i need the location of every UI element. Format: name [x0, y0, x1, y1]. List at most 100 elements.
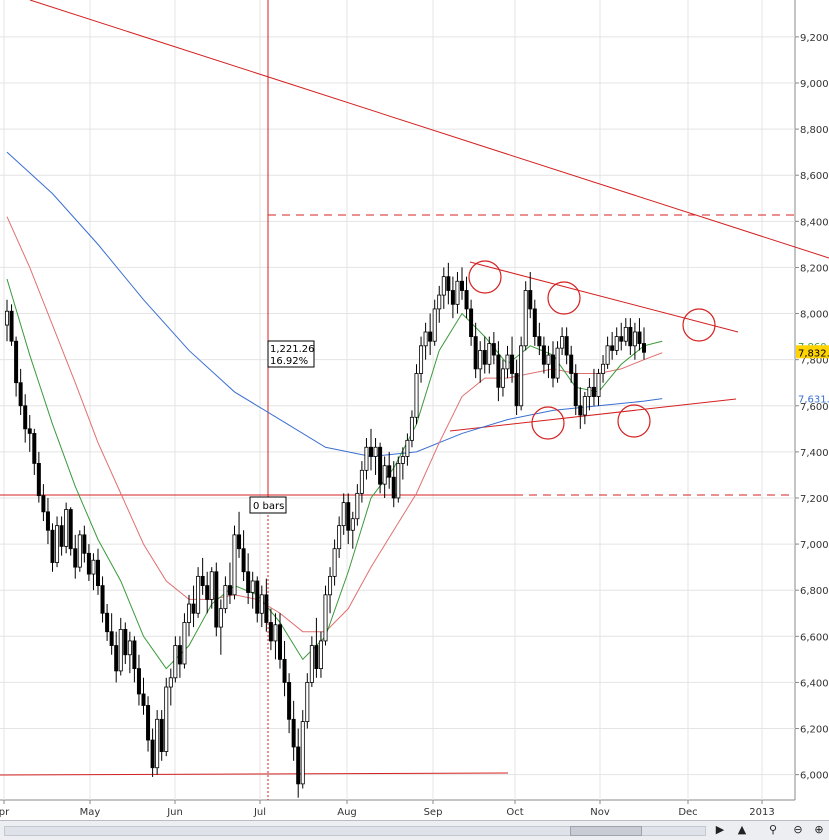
candle-body	[118, 628, 123, 672]
candle-body	[32, 433, 37, 464]
scrollbar-thumb[interactable]	[570, 826, 642, 836]
candle-body	[337, 525, 342, 550]
candle-body	[391, 476, 396, 499]
candle-body	[528, 290, 533, 310]
candle-body	[200, 575, 205, 586]
candle-body	[282, 658, 287, 683]
horizontal-scrollbar[interactable]	[4, 826, 706, 836]
candle-body	[50, 529, 55, 563]
candle-body	[464, 290, 469, 310]
moving-averages	[6, 151, 663, 670]
candle-body	[546, 354, 551, 365]
y-tick-label: 6,800	[800, 586, 829, 597]
candle-body	[132, 640, 137, 669]
y-tick-label: 7,600	[800, 402, 829, 413]
candle-body	[27, 428, 32, 434]
x-tick-label: Jun	[166, 807, 183, 818]
candle-body	[491, 343, 496, 356]
candle-body	[419, 345, 424, 374]
candle-body	[359, 469, 364, 494]
candle-body	[264, 594, 269, 623]
candle-body	[500, 368, 505, 388]
candle-body	[9, 310, 14, 342]
candle-body	[423, 331, 428, 347]
candle-body	[437, 294, 442, 310]
candle-body	[578, 405, 583, 416]
price-tag-bg	[796, 345, 829, 359]
candle-body	[350, 518, 355, 531]
y-tick-label: 6,400	[800, 678, 829, 689]
candle-body	[382, 465, 387, 485]
candle-body	[341, 502, 346, 527]
measure-box	[267, 340, 315, 368]
candle-body	[55, 525, 60, 563]
candle-body	[214, 571, 219, 628]
candle-body	[250, 580, 255, 593]
price-tags: 7,8607,832.7,631.	[796, 342, 829, 406]
highlight-circle	[531, 406, 565, 440]
scroll-right-icon[interactable]: ▶	[715, 823, 725, 836]
zoom-out-icon[interactable]: ⚲	[768, 823, 778, 836]
candlesticks	[5, 262, 647, 798]
candle-body	[127, 640, 132, 656]
candle-body	[268, 622, 273, 642]
candle-body	[582, 396, 587, 416]
candle-body	[400, 456, 405, 464]
y-tick-label: 6,200	[800, 725, 829, 736]
bottom-level-line	[0, 772, 509, 776]
zoom-in-icon[interactable]: ⊕	[814, 823, 824, 836]
candle-body	[173, 645, 178, 679]
candle-body	[409, 416, 414, 441]
candle-body	[300, 721, 305, 785]
candle-body	[537, 336, 542, 347]
candle-body	[332, 548, 337, 577]
candle-body	[505, 354, 510, 370]
bars-box	[249, 496, 287, 514]
circle-annotations	[468, 260, 716, 440]
x-tick-label: Aug	[337, 807, 357, 818]
highlight-circle	[468, 260, 502, 294]
x-tick-label: May	[80, 807, 101, 818]
candle-body	[96, 559, 101, 586]
price-tag-label: 7,631.	[798, 395, 829, 406]
y-tick-label: 7,400	[800, 448, 829, 459]
candle-body	[73, 548, 78, 568]
candle-body	[328, 575, 333, 596]
candle-body	[573, 373, 578, 407]
candle-body	[45, 511, 50, 531]
candle-body	[177, 645, 182, 665]
candle-body	[296, 746, 301, 785]
candle-body	[355, 492, 360, 520]
y-tick-label: 7,800	[800, 356, 829, 367]
candle-body	[428, 331, 433, 342]
candle-body	[587, 386, 592, 397]
candle-body	[146, 705, 151, 741]
candle-body	[168, 677, 173, 688]
candle-body	[446, 276, 451, 291]
candle-body	[150, 739, 155, 769]
candle-body	[605, 345, 610, 365]
candle-body	[510, 354, 515, 374]
candle-body	[628, 326, 633, 347]
candle-body	[241, 548, 246, 573]
pin-icon[interactable]: ▲	[737, 823, 747, 836]
candle-body	[532, 308, 537, 337]
candle-body	[368, 446, 373, 457]
candle-body	[473, 336, 478, 370]
chart-grid	[0, 0, 799, 804]
candle-body	[596, 373, 601, 397]
candle-body	[555, 347, 560, 379]
bars-label: 0 bars	[253, 501, 284, 512]
candle-body	[232, 534, 237, 596]
candle-body	[114, 645, 119, 672]
x-tick-label: Nov	[590, 807, 610, 818]
candle-body	[123, 628, 128, 656]
candle-body	[346, 502, 351, 531]
candle-body	[378, 446, 383, 485]
candle-body	[541, 345, 546, 365]
zoom-reset-icon[interactable]: ⊖	[793, 823, 803, 836]
candle-body	[405, 439, 410, 457]
candle-body	[309, 645, 314, 683]
y-tick-label: 6,000	[800, 771, 829, 782]
